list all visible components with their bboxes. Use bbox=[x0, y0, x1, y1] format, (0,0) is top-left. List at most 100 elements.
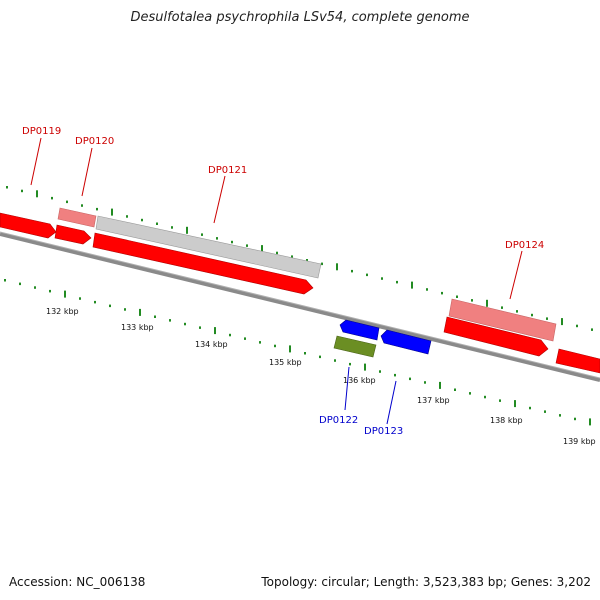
gene-dp0120[interactable] bbox=[54, 224, 92, 245]
inner-tick bbox=[184, 322, 186, 326]
gene-dp0121-pseudo[interactable] bbox=[95, 215, 322, 279]
inner-tick bbox=[64, 290, 66, 298]
gene-dp0119[interactable] bbox=[0, 212, 57, 239]
outer-tick bbox=[561, 318, 563, 326]
gene-dp0124[interactable] bbox=[443, 316, 549, 357]
label-dp0123[interactable]: DP0123 bbox=[364, 426, 403, 437]
inner-tick bbox=[49, 289, 51, 293]
inner-tick bbox=[589, 418, 591, 426]
accession-text: Accession: NC_006138 bbox=[9, 575, 146, 589]
outer-tick bbox=[471, 299, 473, 302]
outer-tick bbox=[306, 259, 308, 262]
outer-tick bbox=[81, 204, 83, 207]
inner-tick bbox=[34, 286, 36, 289]
gene-dp0123[interactable] bbox=[380, 329, 432, 355]
outer-tick bbox=[501, 306, 503, 309]
outer-tick bbox=[261, 245, 263, 253]
outer-tick bbox=[516, 310, 518, 313]
outer-tick bbox=[246, 244, 248, 247]
outer-tick bbox=[231, 240, 233, 244]
gene-right-edge[interactable] bbox=[555, 348, 600, 374]
scale-label-136: 136 kbp bbox=[343, 376, 376, 385]
backbone bbox=[0, 231, 600, 382]
inner-tick bbox=[469, 392, 471, 395]
inner-tick bbox=[274, 344, 276, 348]
gene-dp0124-light[interactable] bbox=[448, 298, 557, 342]
outer-tick bbox=[351, 269, 353, 273]
inner-tick bbox=[364, 363, 366, 371]
gene-dp0121[interactable] bbox=[92, 232, 314, 295]
inner-tick bbox=[424, 381, 426, 384]
inner-tick bbox=[379, 370, 381, 373]
outer-tick bbox=[96, 207, 98, 211]
gene-reverse-a[interactable] bbox=[339, 319, 380, 341]
gene-labels: DP0119 DP0120 DP0121 DP0124 DP0122 DP012… bbox=[22, 126, 544, 437]
outer-tick bbox=[366, 273, 368, 277]
inner-tick bbox=[319, 355, 321, 359]
inner-tick bbox=[349, 362, 351, 366]
inner-tick bbox=[574, 417, 576, 421]
gene-dp0122-rna[interactable] bbox=[333, 335, 377, 358]
scale-label-138: 138 kbp bbox=[490, 416, 523, 425]
inner-tick bbox=[544, 410, 546, 413]
label-dp0122[interactable]: DP0122 bbox=[319, 415, 358, 426]
inner-tick bbox=[4, 279, 6, 282]
inner-tick bbox=[514, 400, 516, 408]
inner-tick bbox=[94, 300, 96, 304]
inner-tick bbox=[394, 373, 396, 377]
inner-tick bbox=[109, 304, 111, 308]
label-dp0124[interactable]: DP0124 bbox=[505, 240, 544, 251]
outer-tick bbox=[441, 291, 443, 295]
outer-tick bbox=[171, 226, 173, 229]
outer-tick bbox=[156, 222, 158, 225]
inner-tick-track bbox=[4, 279, 591, 426]
outer-tick bbox=[576, 324, 578, 328]
genome-summary-text: Topology: circular; Length: 3,523,383 bp… bbox=[261, 575, 591, 589]
outer-tick bbox=[276, 251, 278, 255]
outer-tick bbox=[321, 262, 323, 266]
outer-tick bbox=[51, 196, 53, 200]
scale-label-135: 135 kbp bbox=[269, 358, 302, 367]
inner-tick bbox=[199, 326, 201, 329]
inner-tick bbox=[214, 327, 216, 335]
inner-tick bbox=[19, 282, 21, 286]
inner-tick bbox=[139, 308, 141, 316]
inner-tick bbox=[304, 352, 306, 355]
outer-tick bbox=[216, 237, 218, 240]
label-dp0121[interactable]: DP0121 bbox=[208, 165, 247, 176]
outer-tick bbox=[21, 189, 23, 193]
outer-tick bbox=[6, 186, 8, 189]
gene-dp0120-light[interactable] bbox=[57, 207, 97, 228]
inner-tick bbox=[169, 319, 171, 322]
outer-tick bbox=[426, 288, 428, 291]
scale-label-133: 133 kbp bbox=[121, 323, 154, 332]
inner-tick bbox=[79, 297, 81, 300]
outer-tick bbox=[66, 200, 68, 204]
outer-tick bbox=[456, 295, 458, 298]
scale-label-137: 137 kbp bbox=[417, 396, 450, 405]
outer-tick bbox=[36, 190, 38, 198]
label-dp0120[interactable]: DP0120 bbox=[75, 136, 114, 147]
inner-tick bbox=[499, 399, 501, 402]
inner-tick bbox=[334, 359, 336, 362]
forward-light-features bbox=[57, 207, 557, 342]
scale-label-132: 132 kbp bbox=[46, 307, 79, 316]
inner-tick bbox=[229, 333, 231, 337]
inner-tick bbox=[559, 414, 561, 417]
label-leaders bbox=[30, 137, 523, 425]
inner-tick bbox=[259, 341, 261, 344]
inner-tick bbox=[454, 388, 456, 391]
outer-tick bbox=[111, 208, 113, 216]
map-title: Desulfotalea psychrophila LSv54, complet… bbox=[130, 10, 470, 25]
outer-tick bbox=[531, 313, 533, 317]
outer-tick bbox=[486, 299, 488, 307]
label-dp0119[interactable]: DP0119 bbox=[22, 126, 61, 137]
inner-tick bbox=[289, 345, 291, 353]
scale-label-139: 139 kbp bbox=[563, 437, 596, 446]
inner-tick bbox=[124, 308, 126, 311]
outer-tick bbox=[336, 263, 338, 271]
inner-tick bbox=[529, 406, 531, 410]
reverse-features bbox=[333, 319, 432, 358]
outer-tick bbox=[411, 281, 413, 289]
